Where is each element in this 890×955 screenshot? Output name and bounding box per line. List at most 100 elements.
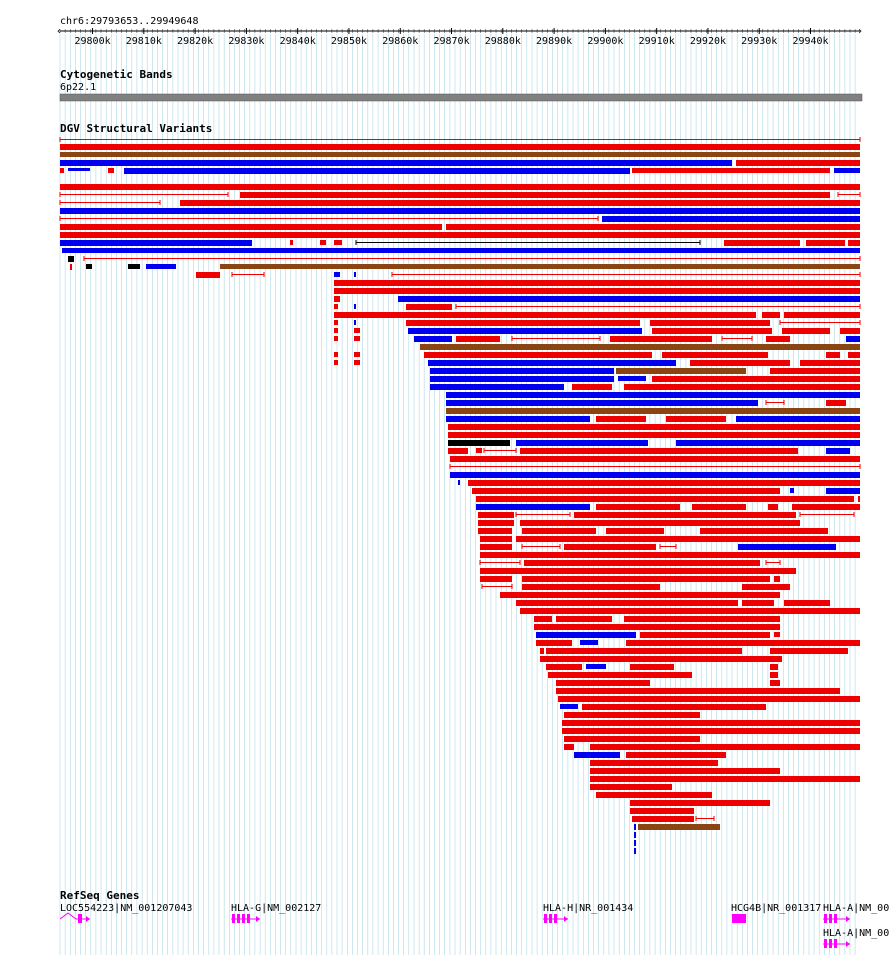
variant-block[interactable] [146,264,176,269]
variant-block[interactable] [522,576,770,582]
variant-block[interactable] [334,296,340,302]
variant-block[interactable] [450,456,860,462]
variant-block[interactable] [476,496,854,502]
variant-block[interactable] [662,352,768,358]
gene-hla-h[interactable] [543,914,568,923]
variant-block[interactable] [774,632,780,637]
variant-block[interactable] [448,448,468,454]
variant-block[interactable] [624,616,780,622]
variant-block[interactable] [448,440,510,446]
variant-block[interactable] [596,416,646,422]
variant-block[interactable] [540,648,544,654]
variant-block[interactable] [650,320,770,326]
gene-hla-a-1[interactable] [823,914,850,923]
variant-block[interactable] [580,640,598,645]
variant-block[interactable] [638,824,720,830]
variant-block[interactable] [424,352,652,358]
variant-block[interactable] [540,656,782,662]
variant-block[interactable] [124,168,630,174]
variant-block[interactable] [428,360,676,366]
variant-block[interactable] [334,272,340,277]
variant-block[interactable] [774,576,780,582]
variant-block[interactable] [800,360,860,366]
variant-block[interactable] [446,416,590,422]
variant-block[interactable] [582,704,766,710]
variant-block[interactable] [618,376,646,381]
variant-block[interactable] [334,304,338,309]
variant-block[interactable] [574,752,620,758]
variant-block[interactable] [334,328,338,333]
variant-block[interactable] [546,648,742,654]
variant-block[interactable] [476,448,482,453]
variant-block[interactable] [596,504,680,510]
variant-block[interactable] [472,488,780,494]
variant-block[interactable] [840,328,860,334]
variant-block[interactable] [652,376,860,382]
variant-block[interactable] [70,264,72,270]
gene-hla-a-2[interactable] [823,939,850,948]
variant-block[interactable] [354,328,360,333]
variant-block[interactable] [610,336,712,342]
variant-block[interactable] [62,248,860,253]
variant-block[interactable] [834,168,860,173]
variant-block[interactable] [60,184,860,190]
variant-block[interactable] [522,584,660,590]
variant-block[interactable] [738,544,836,550]
dgv-features[interactable] [59,137,861,854]
variant-block[interactable] [60,224,442,230]
variant-block[interactable] [536,632,636,638]
gene-hla-g[interactable] [231,914,260,923]
variant-block[interactable] [768,504,778,510]
variant-block[interactable] [742,600,774,606]
variant-block[interactable] [574,512,796,518]
variant-block[interactable] [446,392,860,398]
variant-block[interactable] [640,632,770,638]
variant-block[interactable] [446,400,758,406]
variant-block[interactable] [60,232,860,238]
variant-block[interactable] [520,448,798,454]
variant-block[interactable] [354,352,360,357]
variant-block[interactable] [128,264,140,269]
variant-block[interactable] [564,744,574,750]
variant-block[interactable] [420,344,860,350]
variant-block[interactable] [334,280,860,286]
variant-block[interactable] [634,848,636,854]
variant-block[interactable] [334,240,342,245]
variant-block[interactable] [548,672,692,678]
variant-block[interactable] [666,416,726,422]
variant-block[interactable] [290,240,293,245]
variant-block[interactable] [334,336,338,341]
variant-block[interactable] [430,368,614,374]
variant-block[interactable] [770,680,780,686]
variant-block[interactable] [334,320,338,325]
variant-block[interactable] [556,688,840,694]
variant-block[interactable] [446,408,860,414]
variant-block[interactable] [546,664,582,670]
variant-block[interactable] [354,360,360,365]
variant-block[interactable] [848,240,860,246]
variant-block[interactable] [632,168,830,173]
variant-block[interactable] [334,288,860,294]
variant-block[interactable] [770,648,848,654]
variant-block[interactable] [430,384,564,390]
variant-block[interactable] [792,504,860,510]
variant-block[interactable] [858,496,860,502]
variant-block[interactable] [516,440,648,446]
variant-block[interactable] [826,352,840,358]
variant-block[interactable] [766,336,790,342]
variant-block[interactable] [354,320,356,325]
variant-block[interactable] [478,528,512,534]
variant-block[interactable] [334,360,338,365]
cytoband-bar[interactable] [59,93,863,102]
variant-block[interactable] [536,640,572,646]
gene-loc554223[interactable] [59,912,90,923]
variant-block[interactable] [736,416,860,422]
variant-block[interactable] [742,584,790,590]
variant-block[interactable] [616,368,746,374]
variant-block[interactable] [516,536,860,542]
variant-block[interactable] [406,304,452,310]
variant-block[interactable] [516,600,738,606]
variant-block[interactable] [626,640,860,646]
variant-block[interactable] [220,264,860,269]
variant-block[interactable] [520,608,860,614]
